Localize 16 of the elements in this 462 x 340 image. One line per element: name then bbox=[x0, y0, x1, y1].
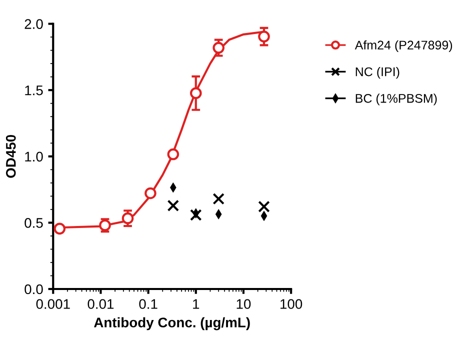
x-tick-label: 100 bbox=[280, 299, 302, 309]
y-tick-label: 2.0 bbox=[24, 19, 43, 29]
x-tick-label: 10 bbox=[236, 299, 251, 309]
y-axis-title: OD450 bbox=[6, 134, 16, 178]
legend-label: BC (1%PBSM) bbox=[356, 94, 437, 106]
legend-label: NC (IPI) bbox=[356, 67, 400, 79]
y-tick-label: 1.5 bbox=[25, 86, 43, 96]
y-tick-label: 0.5 bbox=[24, 218, 43, 228]
x-tick-label: 0.001 bbox=[36, 299, 70, 309]
y-tick-label: 1.0 bbox=[25, 152, 43, 162]
x-tick-label: 1 bbox=[193, 299, 200, 309]
x-axis-title: Antibody Conc. (µg/mL) bbox=[94, 317, 250, 330]
x-tick-label: 0.1 bbox=[139, 299, 158, 309]
legend-label: Afm24 (P247899) bbox=[354, 40, 452, 52]
y-tick-label: 0.0 bbox=[24, 284, 43, 294]
x-tick-label: 0.01 bbox=[88, 299, 114, 309]
